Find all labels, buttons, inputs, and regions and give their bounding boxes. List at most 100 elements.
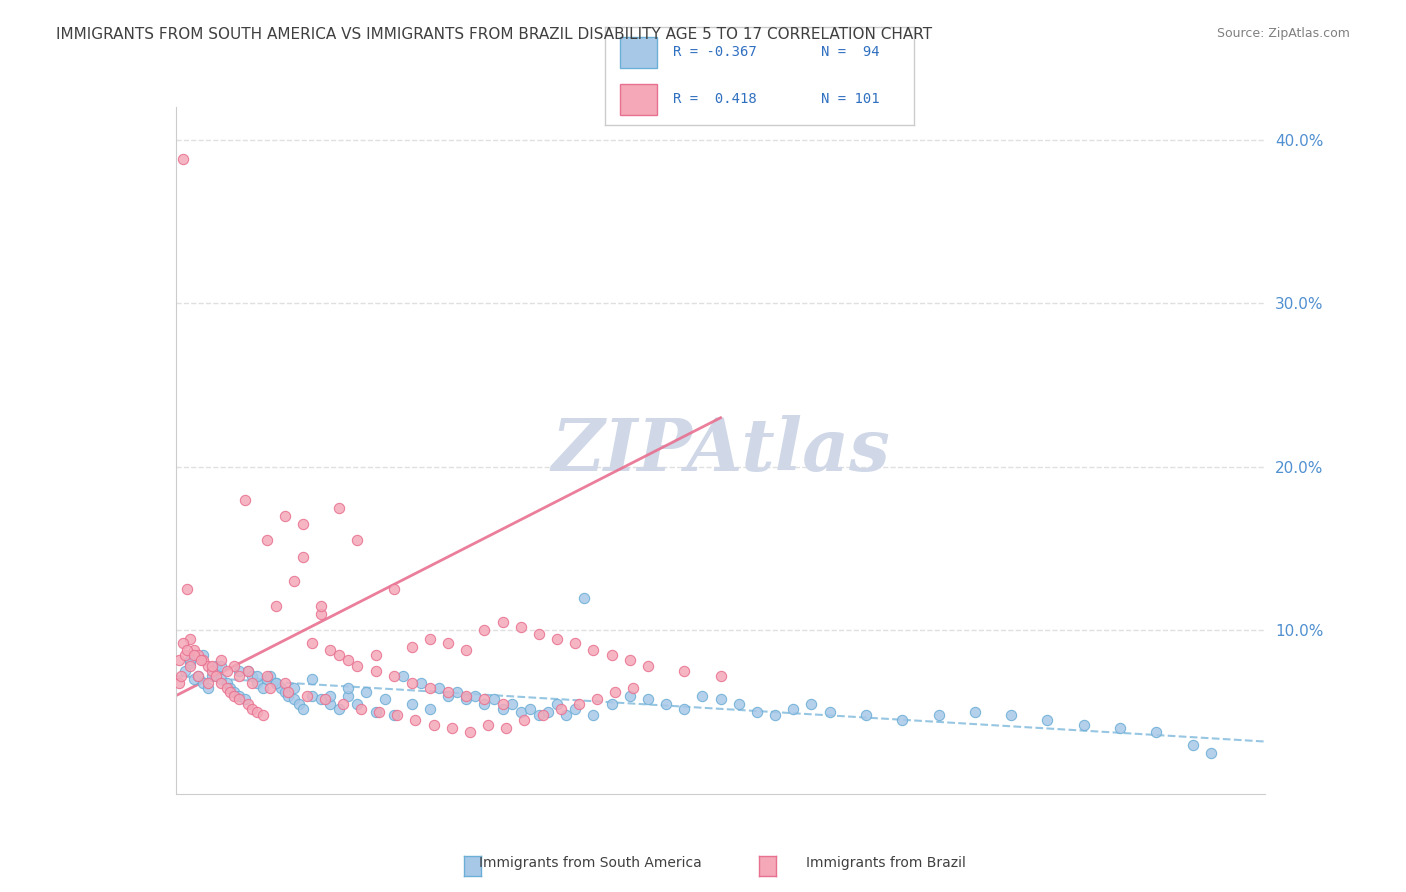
Point	[173, 664, 195, 679]
Point	[456, 692, 478, 706]
Point	[186, 669, 209, 683]
Point	[1199, 746, 1222, 760]
Point	[259, 681, 281, 695]
Text: N = 101: N = 101	[821, 93, 880, 106]
Point	[246, 669, 269, 683]
Point	[191, 648, 214, 662]
Point	[228, 689, 250, 703]
Point	[1146, 724, 1168, 739]
Point	[1073, 718, 1095, 732]
Point	[568, 697, 591, 711]
Point	[1109, 722, 1132, 736]
Point	[283, 681, 305, 695]
Point	[891, 714, 914, 728]
Point	[291, 516, 314, 531]
Point	[246, 675, 269, 690]
Point	[482, 692, 505, 706]
Point	[637, 692, 659, 706]
Point	[427, 681, 450, 695]
Point	[368, 705, 391, 719]
FancyBboxPatch shape	[620, 84, 657, 115]
Point	[619, 653, 641, 667]
Point	[309, 599, 332, 613]
Point	[364, 705, 387, 719]
Point	[183, 673, 205, 687]
Point	[274, 508, 297, 523]
Point	[492, 615, 515, 630]
Point	[582, 643, 605, 657]
Point	[179, 632, 201, 646]
Point	[564, 636, 586, 650]
Text: IMMIGRANTS FROM SOUTH AMERICA VS IMMIGRANTS FROM BRAZIL DISABILITY AGE 5 TO 17 C: IMMIGRANTS FROM SOUTH AMERICA VS IMMIGRA…	[56, 27, 932, 42]
Point	[550, 702, 572, 716]
Point	[963, 705, 986, 719]
Point	[673, 664, 696, 679]
Point	[546, 632, 568, 646]
Point	[183, 643, 205, 657]
Point	[727, 697, 749, 711]
Point	[673, 702, 696, 716]
Point	[173, 648, 195, 662]
Point	[405, 714, 427, 728]
Point	[600, 648, 623, 662]
Point	[382, 669, 405, 683]
Point	[710, 669, 733, 683]
Point	[197, 681, 219, 695]
Point	[655, 697, 678, 711]
Point	[319, 697, 342, 711]
Point	[437, 685, 460, 699]
Point	[337, 681, 360, 695]
Point	[346, 697, 368, 711]
Point	[374, 692, 396, 706]
Point	[364, 664, 387, 679]
Point	[252, 681, 274, 695]
Point	[437, 636, 460, 650]
Point	[264, 599, 287, 613]
Point	[197, 675, 219, 690]
Point	[328, 648, 350, 662]
Point	[855, 708, 877, 723]
Point	[197, 659, 219, 673]
Point	[291, 549, 314, 564]
Point	[928, 708, 950, 723]
Point	[513, 714, 536, 728]
Point	[531, 708, 554, 723]
Point	[495, 722, 517, 736]
Point	[382, 582, 405, 597]
Point	[555, 708, 578, 723]
Point	[564, 702, 586, 716]
Point	[474, 692, 496, 706]
Point	[527, 626, 550, 640]
Point	[264, 675, 287, 690]
Point	[546, 697, 568, 711]
Point	[256, 669, 278, 683]
Point	[710, 692, 733, 706]
Point	[222, 685, 245, 699]
Point	[238, 664, 260, 679]
Point	[233, 492, 256, 507]
Point	[169, 653, 191, 667]
Point	[527, 708, 550, 723]
Point	[314, 692, 336, 706]
Point	[169, 675, 191, 690]
Point	[409, 675, 432, 690]
Point	[209, 673, 232, 687]
Point	[291, 702, 314, 716]
Point	[301, 636, 323, 650]
Point	[179, 659, 201, 673]
Point	[172, 636, 194, 650]
Point	[209, 675, 232, 690]
Point	[215, 664, 238, 679]
Point	[222, 689, 245, 703]
Point	[332, 697, 354, 711]
Text: Source: ZipAtlas.com: Source: ZipAtlas.com	[1216, 27, 1350, 40]
Point	[295, 689, 318, 703]
Point	[246, 705, 269, 719]
Point	[215, 681, 238, 695]
Text: Immigrants from Brazil: Immigrants from Brazil	[806, 856, 966, 871]
Point	[600, 697, 623, 711]
Point	[382, 708, 405, 723]
Text: R = -0.367: R = -0.367	[672, 45, 756, 59]
Point	[186, 669, 209, 683]
Point	[240, 675, 263, 690]
